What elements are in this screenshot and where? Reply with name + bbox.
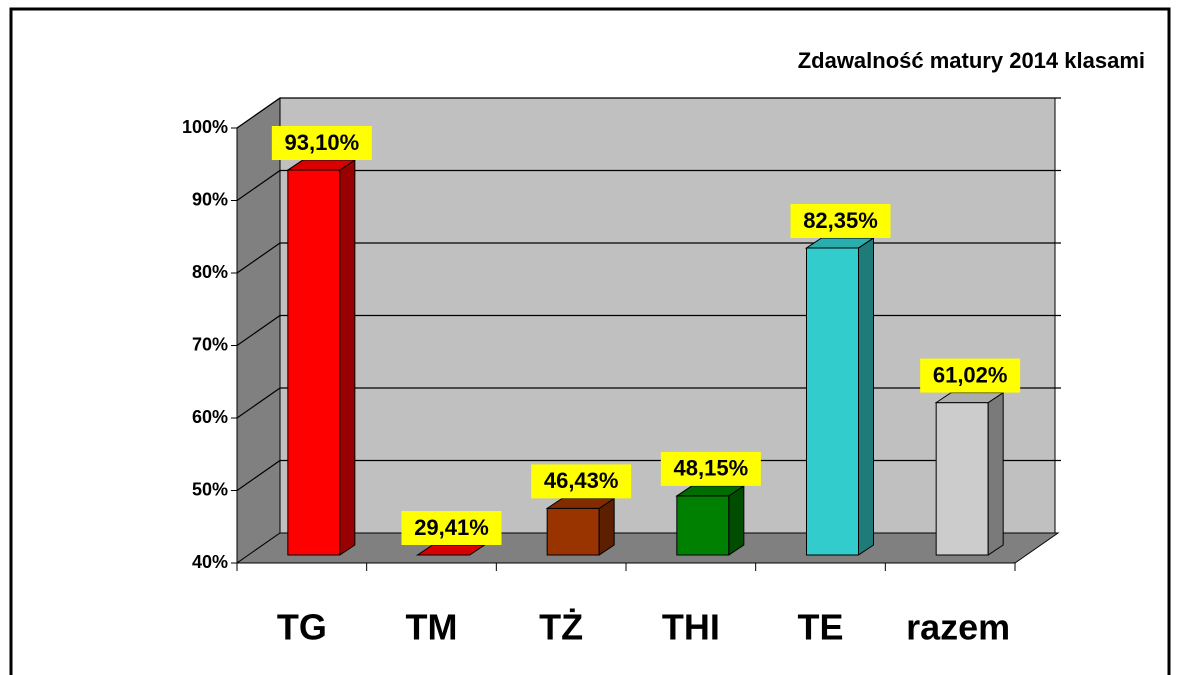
- y-tick-label: 100%: [182, 117, 228, 137]
- y-tick-label: 90%: [192, 189, 228, 209]
- x-tick-label: TŻ: [539, 607, 583, 648]
- x-tick-label: TE: [797, 607, 843, 648]
- value-label: 93,10%: [285, 130, 360, 155]
- bar: [286, 159, 357, 556]
- grid-line: [236, 169, 1061, 201]
- y-tick-label: 60%: [192, 407, 228, 427]
- bar-side: [728, 484, 745, 556]
- value-label-box: [660, 451, 761, 486]
- grid-line: [236, 314, 1061, 346]
- value-label-box: [531, 464, 632, 499]
- bar-side: [339, 159, 356, 556]
- grid-line: [236, 242, 1061, 274]
- frame: [9, 7, 1171, 675]
- value-label-box: [790, 203, 891, 238]
- y-tick-label: 50%: [192, 479, 228, 499]
- bar-front: [935, 402, 989, 556]
- bar: [545, 497, 616, 556]
- bar-front: [676, 495, 730, 556]
- bar-front: [287, 169, 341, 556]
- y-tick-label: 70%: [192, 334, 228, 354]
- y-tick-label: 80%: [192, 262, 228, 282]
- floor: [235, 532, 1060, 564]
- bar-front: [546, 507, 600, 556]
- x-tick-label: TM: [406, 607, 458, 648]
- x-tick-label: razem: [906, 607, 1010, 648]
- value-label: 29,41%: [414, 515, 489, 540]
- chart-title: Zdawalność matury 2014 klasami: [798, 48, 1145, 73]
- y-tick-label: 40%: [192, 552, 228, 572]
- value-label-box: [920, 358, 1021, 393]
- value-label: 82,35%: [803, 208, 878, 233]
- x-tick-label: TG: [277, 607, 327, 648]
- x-tick-label: THI: [662, 607, 720, 648]
- value-label: 61,02%: [933, 362, 1008, 387]
- grid-line: [236, 97, 1061, 129]
- bar-side: [858, 237, 874, 556]
- grid-line: [236, 387, 1061, 419]
- bar: [804, 237, 876, 556]
- bar: [934, 391, 1005, 556]
- value-label-box: [401, 511, 502, 545]
- bar-side: [987, 391, 1004, 556]
- grid-line: [236, 459, 1061, 491]
- bar-front: [806, 247, 859, 556]
- value-label: 48,15%: [674, 456, 749, 481]
- value-label-box: [271, 126, 372, 161]
- bar: [675, 484, 746, 556]
- value-label: 46,43%: [544, 468, 619, 493]
